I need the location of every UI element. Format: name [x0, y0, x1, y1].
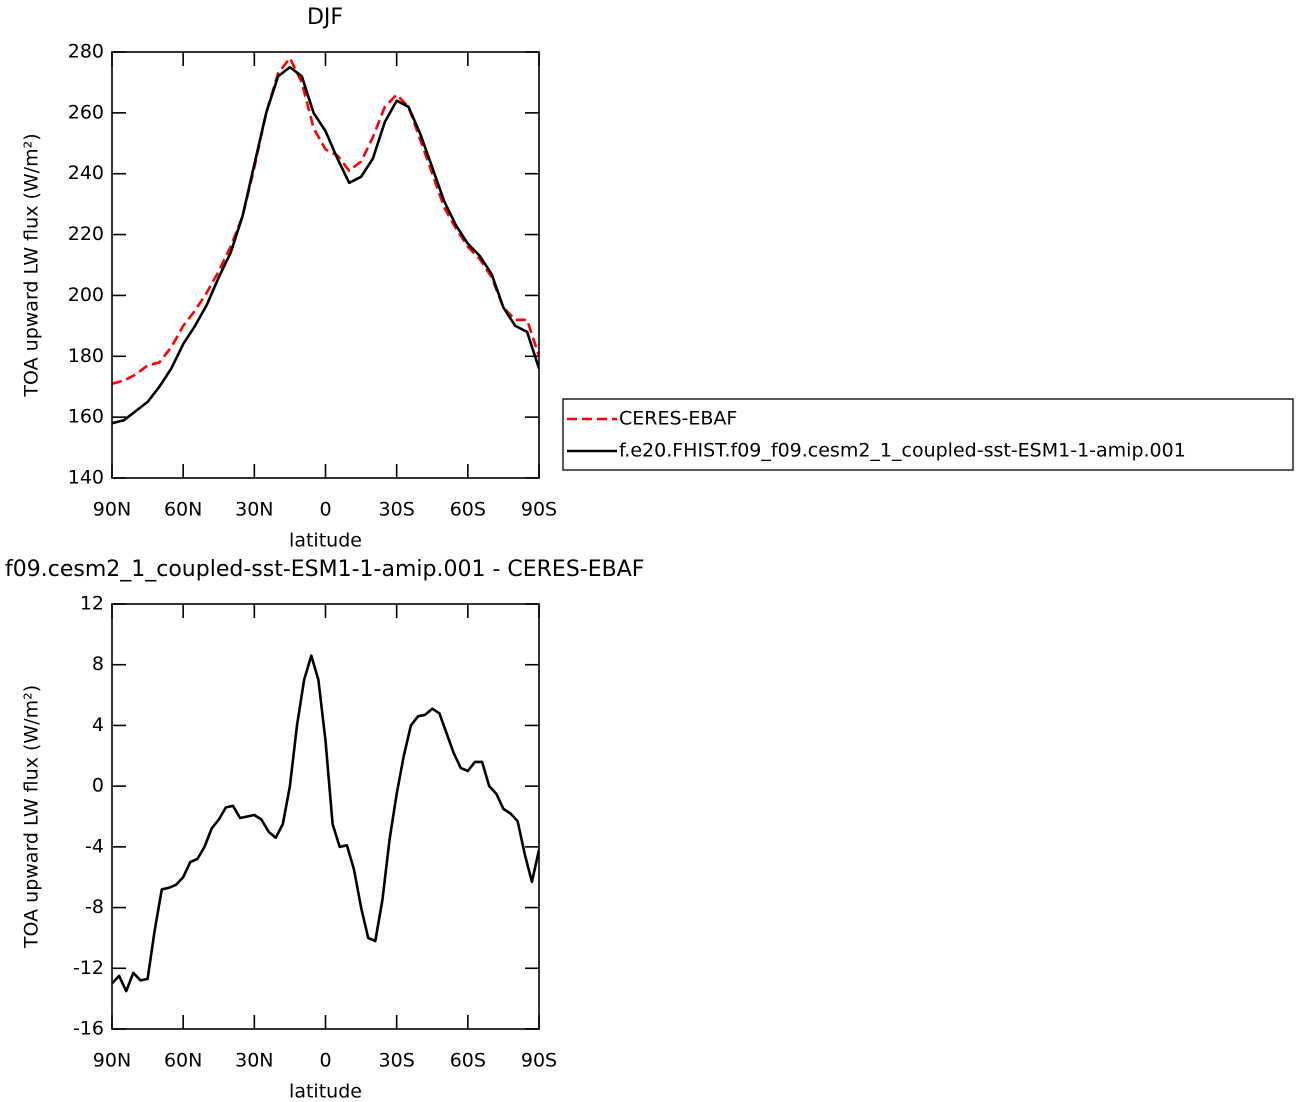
x-axis-label: latitude [289, 1081, 362, 1102]
x-tick-label: 90N [93, 1050, 131, 1072]
x-tick-label: 30N [235, 1050, 273, 1072]
x-tick-label: 60S [450, 1050, 486, 1072]
plot-frame [111, 51, 540, 479]
y-tick-label: 160 [68, 406, 104, 428]
y-tick-label: 200 [68, 284, 104, 306]
x-tick-label: 30S [379, 1050, 415, 1072]
y-tick-label: 140 [68, 467, 104, 489]
chart-title: f09.cesm2_1_coupled-sst-ESM1-1-amip.001 … [5, 557, 644, 582]
legend-label: f.e20.FHIST.f09_f09.cesm2_1_coupled-sst-… [619, 440, 1186, 462]
x-tick-label: 30N [235, 499, 273, 521]
x-tick-label: 90S [521, 499, 557, 521]
x-tick-label: 30S [379, 499, 415, 521]
x-tick-label: 90S [521, 1050, 557, 1072]
legend-label: CERES-EBAF [619, 408, 737, 430]
x-axis-label: latitude [289, 530, 362, 552]
legend-box [562, 398, 1294, 471]
y-tick-label: 12 [80, 593, 104, 615]
plot-frame [111, 603, 540, 1030]
y-tick-label: -16 [73, 1018, 104, 1040]
x-tick-label: 0 [319, 499, 331, 521]
y-tick-label: 280 [68, 41, 104, 63]
x-tick-label: 60N [164, 499, 202, 521]
y-tick-label: 0 [92, 775, 104, 797]
y-tick-label: 240 [68, 162, 104, 184]
x-tick-label: 0 [319, 1050, 331, 1072]
chart-title: DJF [307, 5, 343, 30]
series-line [112, 654, 539, 993]
y-axis-label: TOA upward LW flux (W/m²) [21, 133, 43, 397]
y-tick-label: -12 [73, 957, 104, 979]
y-tick-label: -4 [85, 835, 104, 857]
x-tick-label: 90N [93, 499, 131, 521]
y-axis-label: TOA upward LW flux (W/m²) [21, 685, 43, 949]
y-tick-label: 180 [68, 345, 104, 367]
x-tick-label: 60N [164, 1050, 202, 1072]
y-tick-label: 4 [92, 714, 104, 736]
series-line [112, 56, 539, 385]
x-tick-label: 60S [450, 499, 486, 521]
y-tick-label: 220 [68, 223, 104, 245]
series-line [112, 65, 539, 425]
y-tick-label: 260 [68, 101, 104, 123]
y-tick-label: 8 [92, 653, 104, 675]
y-tick-label: -8 [85, 896, 104, 918]
